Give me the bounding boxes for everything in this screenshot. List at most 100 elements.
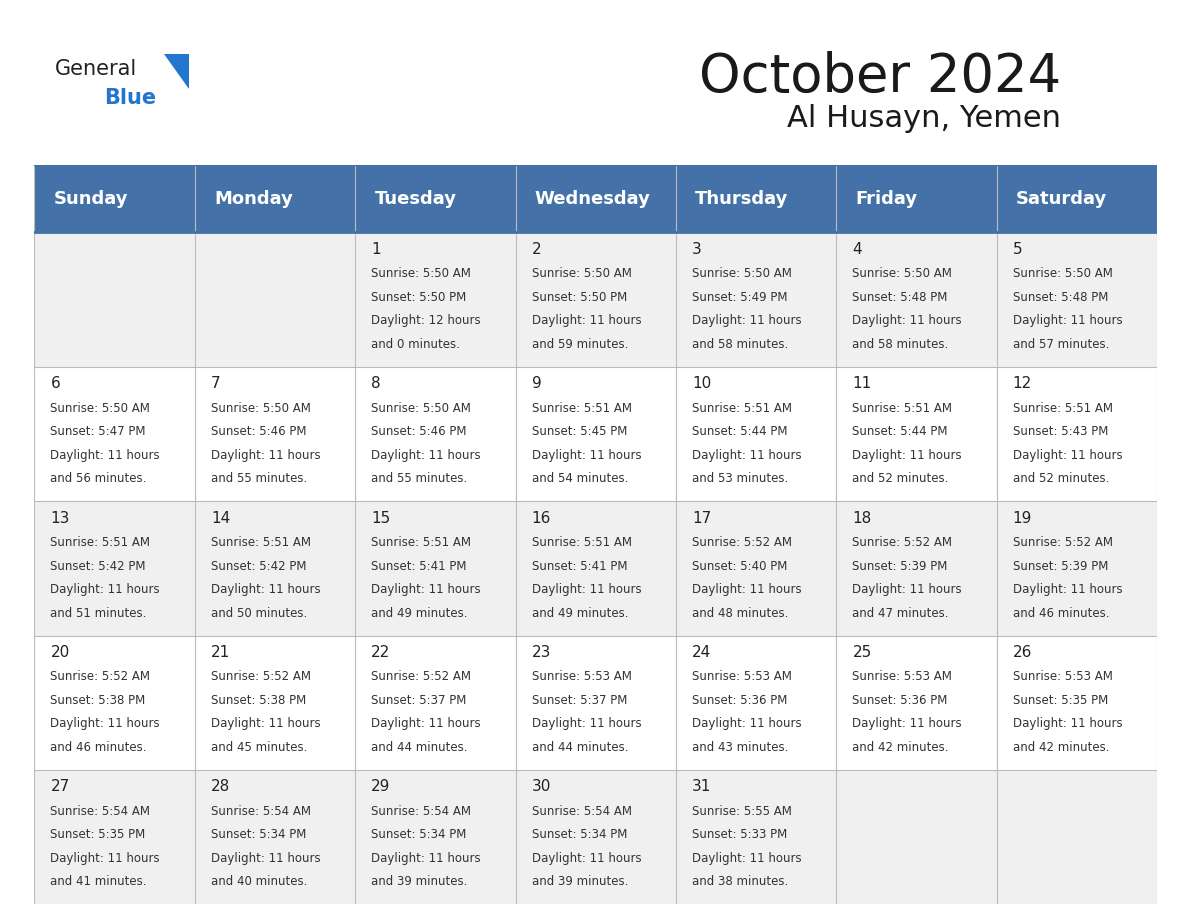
Text: Daylight: 11 hours: Daylight: 11 hours [211,449,321,462]
Text: Sunset: 5:37 PM: Sunset: 5:37 PM [531,694,627,707]
Text: Blue: Blue [105,88,157,108]
Text: Sunrise: 5:55 AM: Sunrise: 5:55 AM [691,805,792,818]
Text: Sunrise: 5:50 AM: Sunrise: 5:50 AM [1012,267,1113,280]
Text: Daylight: 11 hours: Daylight: 11 hours [50,449,160,462]
Text: and 55 minutes.: and 55 minutes. [211,472,308,486]
Text: Saturday: Saturday [1016,190,1107,207]
Text: 23: 23 [531,645,551,660]
Text: 7: 7 [211,376,221,391]
Text: Sunset: 5:42 PM: Sunset: 5:42 PM [50,560,146,573]
Text: Al Husayn, Yemen: Al Husayn, Yemen [786,104,1061,133]
Text: and 51 minutes.: and 51 minutes. [50,607,147,620]
Text: Sunrise: 5:54 AM: Sunrise: 5:54 AM [371,805,472,818]
Text: Sunrise: 5:50 AM: Sunrise: 5:50 AM [211,402,311,415]
Text: 27: 27 [50,779,70,794]
Text: Sunrise: 5:53 AM: Sunrise: 5:53 AM [1012,670,1113,683]
Text: Sunset: 5:33 PM: Sunset: 5:33 PM [691,828,788,841]
Text: 28: 28 [211,779,230,794]
Text: Sunset: 5:35 PM: Sunset: 5:35 PM [50,828,146,841]
Text: Sunset: 5:45 PM: Sunset: 5:45 PM [531,425,627,438]
Text: Sunrise: 5:50 AM: Sunrise: 5:50 AM [50,402,151,415]
Text: 25: 25 [852,645,872,660]
Text: Friday: Friday [855,190,917,207]
Text: 2: 2 [531,241,542,257]
Text: Daylight: 11 hours: Daylight: 11 hours [852,449,962,462]
Text: Daylight: 11 hours: Daylight: 11 hours [50,852,160,865]
Text: Sunset: 5:46 PM: Sunset: 5:46 PM [371,425,467,438]
Text: Sunset: 5:47 PM: Sunset: 5:47 PM [50,425,146,438]
Text: and 39 minutes.: and 39 minutes. [371,876,468,889]
Text: and 42 minutes.: and 42 minutes. [1012,741,1110,754]
Text: Daylight: 11 hours: Daylight: 11 hours [50,583,160,596]
Text: Daylight: 11 hours: Daylight: 11 hours [531,718,642,731]
Text: Sunrise: 5:50 AM: Sunrise: 5:50 AM [531,267,632,280]
Text: 6: 6 [50,376,61,391]
Text: and 58 minutes.: and 58 minutes. [691,338,789,351]
Text: 13: 13 [50,510,70,525]
Text: Sunset: 5:38 PM: Sunset: 5:38 PM [50,694,146,707]
Text: Sunrise: 5:50 AM: Sunrise: 5:50 AM [371,402,472,415]
Text: and 58 minutes.: and 58 minutes. [852,338,949,351]
Text: 29: 29 [371,779,391,794]
Text: Sunrise: 5:52 AM: Sunrise: 5:52 AM [1012,536,1113,549]
Text: and 39 minutes.: and 39 minutes. [531,876,628,889]
Text: Sunset: 5:48 PM: Sunset: 5:48 PM [1012,291,1108,304]
Text: 8: 8 [371,376,381,391]
Text: Sunset: 5:36 PM: Sunset: 5:36 PM [691,694,788,707]
Text: General: General [55,59,137,79]
Text: Daylight: 11 hours: Daylight: 11 hours [1012,583,1123,596]
Text: Sunset: 5:36 PM: Sunset: 5:36 PM [852,694,948,707]
Text: Sunrise: 5:52 AM: Sunrise: 5:52 AM [371,670,472,683]
Text: Sunrise: 5:51 AM: Sunrise: 5:51 AM [1012,402,1113,415]
Text: Daylight: 11 hours: Daylight: 11 hours [531,449,642,462]
Text: Daylight: 11 hours: Daylight: 11 hours [211,852,321,865]
Text: Sunset: 5:41 PM: Sunset: 5:41 PM [371,560,467,573]
Text: Sunrise: 5:51 AM: Sunrise: 5:51 AM [531,536,632,549]
Text: Sunrise: 5:51 AM: Sunrise: 5:51 AM [531,402,632,415]
Text: Tuesday: Tuesday [374,190,456,207]
Text: Daylight: 11 hours: Daylight: 11 hours [531,852,642,865]
Text: and 45 minutes.: and 45 minutes. [211,741,308,754]
Text: and 41 minutes.: and 41 minutes. [50,876,147,889]
Text: and 0 minutes.: and 0 minutes. [371,338,460,351]
Text: and 44 minutes.: and 44 minutes. [531,741,628,754]
Text: 20: 20 [50,645,70,660]
Text: 1: 1 [371,241,381,257]
Text: and 44 minutes.: and 44 minutes. [371,741,468,754]
Text: Daylight: 11 hours: Daylight: 11 hours [1012,718,1123,731]
Text: Thursday: Thursday [695,190,789,207]
Text: 21: 21 [211,645,230,660]
Text: 14: 14 [211,510,230,525]
Text: 17: 17 [691,510,712,525]
Text: Daylight: 12 hours: Daylight: 12 hours [371,314,481,328]
Text: Sunrise: 5:52 AM: Sunrise: 5:52 AM [691,536,792,549]
Text: Sunset: 5:50 PM: Sunset: 5:50 PM [371,291,467,304]
Text: and 46 minutes.: and 46 minutes. [1012,607,1110,620]
Text: Sunset: 5:48 PM: Sunset: 5:48 PM [852,291,948,304]
Text: Daylight: 11 hours: Daylight: 11 hours [371,718,481,731]
Bar [34,501,1157,635]
Text: Sunset: 5:37 PM: Sunset: 5:37 PM [371,694,467,707]
Text: Monday: Monday [214,190,293,207]
Text: Sunset: 5:50 PM: Sunset: 5:50 PM [531,291,627,304]
Text: 31: 31 [691,779,712,794]
Text: 15: 15 [371,510,391,525]
Text: Sunset: 5:40 PM: Sunset: 5:40 PM [691,560,788,573]
Text: 10: 10 [691,376,712,391]
Text: and 49 minutes.: and 49 minutes. [531,607,628,620]
Text: 5: 5 [1012,241,1023,257]
Text: Daylight: 11 hours: Daylight: 11 hours [691,449,802,462]
Text: Daylight: 11 hours: Daylight: 11 hours [691,583,802,596]
Text: and 52 minutes.: and 52 minutes. [852,472,949,486]
Text: and 48 minutes.: and 48 minutes. [691,607,789,620]
Text: Sunset: 5:43 PM: Sunset: 5:43 PM [1012,425,1108,438]
Text: Daylight: 11 hours: Daylight: 11 hours [691,314,802,328]
Text: Sunset: 5:41 PM: Sunset: 5:41 PM [531,560,627,573]
Text: and 38 minutes.: and 38 minutes. [691,876,789,889]
Bar [34,165,1157,232]
Text: 24: 24 [691,645,712,660]
Text: Sunset: 5:34 PM: Sunset: 5:34 PM [371,828,467,841]
Text: Sunrise: 5:50 AM: Sunrise: 5:50 AM [691,267,792,280]
Text: Sunrise: 5:51 AM: Sunrise: 5:51 AM [371,536,472,549]
Text: Daylight: 11 hours: Daylight: 11 hours [852,718,962,731]
